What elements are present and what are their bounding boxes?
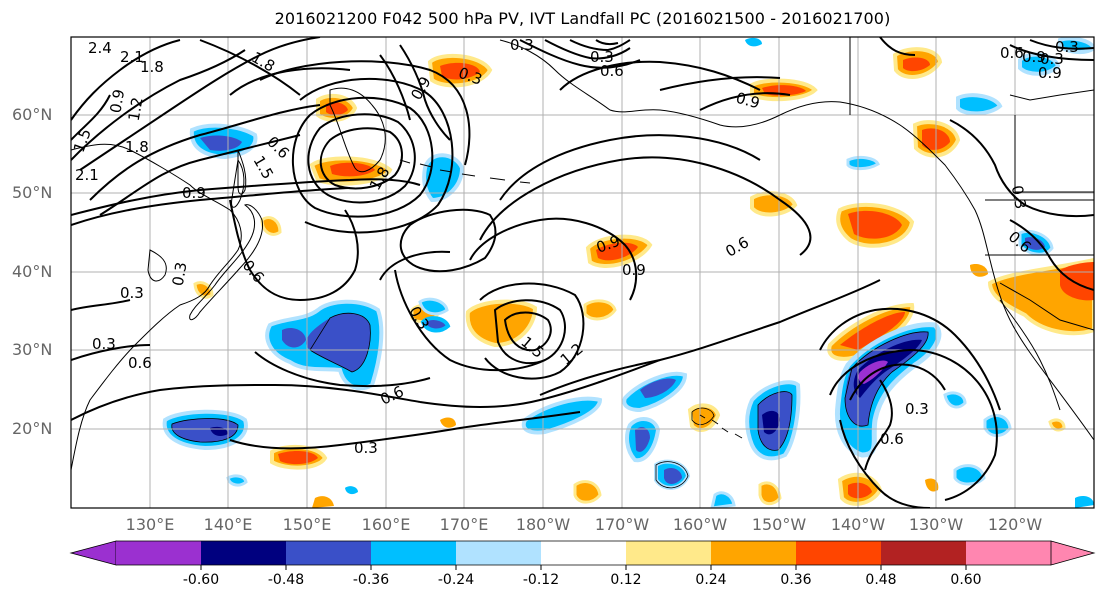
lon-label: 170°E (439, 515, 489, 534)
map-title: 2016021200 F042 500 hPa PV, IVT Landfall… (274, 9, 891, 28)
lon-label: 140°E (203, 515, 253, 534)
lat-label-60n: 60°N (12, 105, 53, 124)
colorbar-tick-label: 0.36 (780, 572, 812, 588)
lon-label: 140°W (830, 515, 886, 534)
contour-label: 0.9 (182, 184, 206, 202)
lon-label: 120°W (987, 515, 1043, 534)
graticule (71, 37, 1094, 508)
contour-label: 0.3 (510, 36, 534, 54)
colorbar-tick-label: -0.60 (182, 572, 220, 588)
contour-label: 0.3 (905, 400, 929, 418)
lon-label: 160°E (361, 515, 411, 534)
contour-label: 0.9 (1022, 48, 1046, 66)
contour-label: 0.9 (734, 89, 762, 113)
pv-contours (71, 37, 1094, 508)
contour-label: 0.3 (169, 261, 191, 288)
contour-label: 2.1 (75, 166, 99, 184)
contour-label: 1.2 (125, 96, 147, 123)
colorbar-tick-label: -0.24 (437, 572, 475, 588)
contour-label: 2.1 (120, 48, 144, 66)
lon-label: 170°W (594, 515, 650, 534)
contour-label: 2.4 (88, 39, 112, 57)
contour-label: 0.6 (880, 430, 904, 448)
colorbar-tick-label: -0.36 (352, 572, 390, 588)
colorbar-tick-label: 0.60 (950, 572, 982, 588)
colorbar-tick-label: 0.48 (865, 572, 897, 588)
lat-label-50n: 50°N (12, 183, 53, 202)
contour-label: 0.9 (622, 261, 646, 279)
lat-label-30n: 30°N (12, 340, 53, 359)
contour-label: 0.3 (1055, 38, 1079, 56)
contour-label: 0.6 (1000, 44, 1024, 62)
colorbar-tick-label: 0.24 (695, 572, 727, 588)
contour-label: 0.3 (92, 335, 116, 353)
lat-label-40n: 40°N (12, 262, 53, 281)
contour-label: 0.6 (600, 62, 624, 80)
lon-label: 180°W (515, 515, 571, 534)
coastlines (71, 37, 1094, 471)
colorbar (69, 540, 1096, 570)
colorbar-tick-label: -0.48 (267, 572, 305, 588)
colorbar-tick-label: 0.12 (610, 572, 642, 588)
contour-label: 0.6 (128, 354, 152, 372)
lat-label-20n: 20°N (12, 419, 53, 438)
lon-label: 130°W (908, 515, 964, 534)
contour-label: 1.8 (140, 58, 164, 76)
map-frame (70, 36, 1095, 509)
lon-label: 160°W (672, 515, 728, 534)
lon-label: 150°W (751, 515, 807, 534)
lon-label: 150°E (282, 515, 332, 534)
contour-label: 0.3 (1040, 50, 1064, 68)
contour-label: 0.3 (354, 439, 378, 457)
lon-label: 130°E (125, 515, 175, 534)
colorbar-tick-label: -0.12 (522, 572, 560, 588)
contour-label: 0.9 (1038, 64, 1062, 82)
contour-label: 0.3 (1008, 184, 1030, 211)
contour-label: 0.9 (106, 88, 128, 115)
contour-label: 0.3 (120, 284, 144, 302)
contour-label: 1.5 (70, 126, 95, 155)
contour-label: 0.3 (590, 48, 614, 66)
contour-label: 1.8 (125, 138, 149, 156)
